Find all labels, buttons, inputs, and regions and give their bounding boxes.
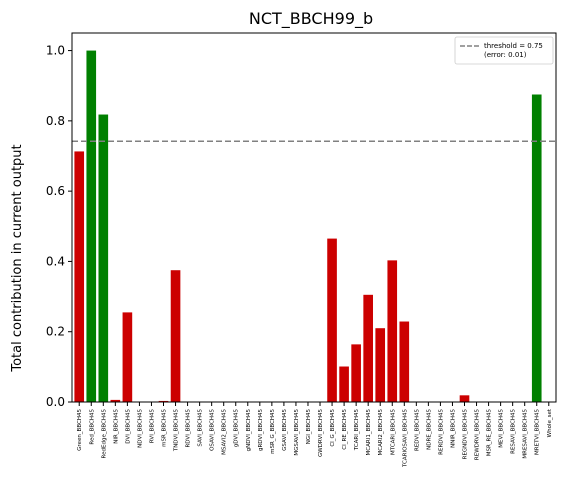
x-tick-label: NDVI_BBCH45 [137,409,143,448]
bar-TNDVI_BBCH45 [170,270,181,402]
y-tick-label: 0.4 [46,254,65,268]
chart-title: NCT_BBCH99_b [249,9,373,29]
x-tick-label: mSR_G_BBCH45 [270,409,276,454]
bar-DVI_BBCH45 [122,312,133,402]
bars-group [74,50,542,402]
x-tick-label: GWDRVI_BBCH45 [318,409,324,458]
bar-CI_RE_BBCH45 [339,366,349,402]
x-tick-label: MCARI1_BBCH45 [366,409,372,456]
bar-TCARIOSAVI_BBCH45 [399,321,410,402]
x-tick-label: Whole_set [547,408,553,437]
x-tick-label: Red_BBCH45 [89,409,95,445]
bar-MCARI1_BBCH45 [363,294,373,402]
y-tick-label: 1.0 [46,44,65,58]
x-tick-label: OSAVI_BBCH45 [210,409,216,451]
y-tick-label: 0.6 [46,184,65,198]
x-tick-label: MRETVI_BBCH45 [535,409,541,455]
x-tick-label: gNDVI_BBCH45 [246,409,252,452]
legend-box [454,36,554,65]
x-tick-label: gRDVI_BBCH45 [258,409,264,452]
plot-frame [71,32,557,403]
x-tick-label: REGNDVI_BBCH45 [463,409,469,460]
y-axis-label: Total contribution in current output [10,144,25,372]
legend-label-error: (error: 0.01) [484,51,527,59]
bar-mSR_BBCH45 [158,400,169,402]
bar-RedEdge_BBCH45 [98,114,109,402]
x-tick-label: MRESAVI_BBCH45 [523,409,529,459]
y-tick-label: 0.8 [46,114,65,128]
x-tick-label: TCARIOSAVI_BBCH45 [402,409,408,468]
x-tick-label: REDVI_BBCH45 [414,409,420,451]
legend: threshold = 0.75 (error: 0.01) [454,36,554,65]
x-tick-label: TCARI_BBCH45 [354,409,360,452]
legend-label-threshold: threshold = 0.75 [484,42,543,50]
x-tick-label: NDRE_BBCH45 [426,409,432,450]
x-tick-label: MSAVI2_BBCH45 [222,409,228,455]
bar-MRETVI_BBCH45 [531,94,542,402]
x-tick-label: MSR_RE_BBCH45 [487,409,493,457]
x-tick-label: CI_RE_BBCH45 [342,409,348,450]
x-tick-label: Green_BBCH45 [77,409,83,451]
x-tick-label: RedEdge_BBCH45 [101,409,107,459]
x-tick-label: mSR_BBCH45 [162,409,168,447]
y-tick-label: 0.0 [46,395,65,409]
bar-TCARI_BBCH45 [351,344,361,402]
x-tick-label: MCARI2_BBCH45 [378,409,384,456]
x-tick-label: CI_G_BBCH45 [330,409,336,447]
bar-NIR_BBCH45 [110,399,121,402]
bar-REGNDVI_BBCH45 [459,395,470,402]
x-tick-label: RDVI_BBCH45 [186,409,192,448]
y-axis-ticks: 0.0 0.2 0.4 0.6 0.8 1.0 [46,44,72,409]
x-tick-label: NNIR_BBCH45 [450,409,456,448]
bar-CI_G_BBCH45 [327,238,337,402]
x-tick-label: DVI_BBCH45 [125,409,131,444]
x-tick-label: RERDVI_BBCH45 [438,409,444,455]
bar-Red_BBCH45 [86,50,97,402]
x-tick-label: RESAVI_BBCH45 [511,408,517,453]
x-axis-ticks: Green_BBCH45 Red_BBCH45 RedEdge_BBCH45 NIR_… [77,402,553,468]
x-tick-label: SAVI_BBCH45 [198,409,204,447]
x-tick-label: MTCARI_BBCH45 [390,409,396,456]
x-tick-label: NGI_BBCH45 [306,409,312,445]
x-tick-label: NIR_BBCH45 [113,409,119,444]
x-tick-label: REWDRVI_BBCH45 [475,409,481,461]
bar-Green_BBCH45 [74,151,85,402]
x-tick-label: GSAVI_BBCH45 [282,409,288,451]
bar-MTCARI_BBCH45 [387,260,398,402]
x-tick-label: RVI_BBCH45 [149,409,155,444]
x-tick-label: MGSAVI_BBCH45 [294,409,300,456]
x-tick-label: MEVI_BBCH45 [499,409,505,448]
x-tick-label: TNDVI_BBCH45 [174,409,180,453]
x-tick-label: gDVI_BBCH45 [234,409,240,448]
y-tick-label: 0.2 [46,325,65,339]
bar-MCARI2_BBCH45 [375,328,386,402]
